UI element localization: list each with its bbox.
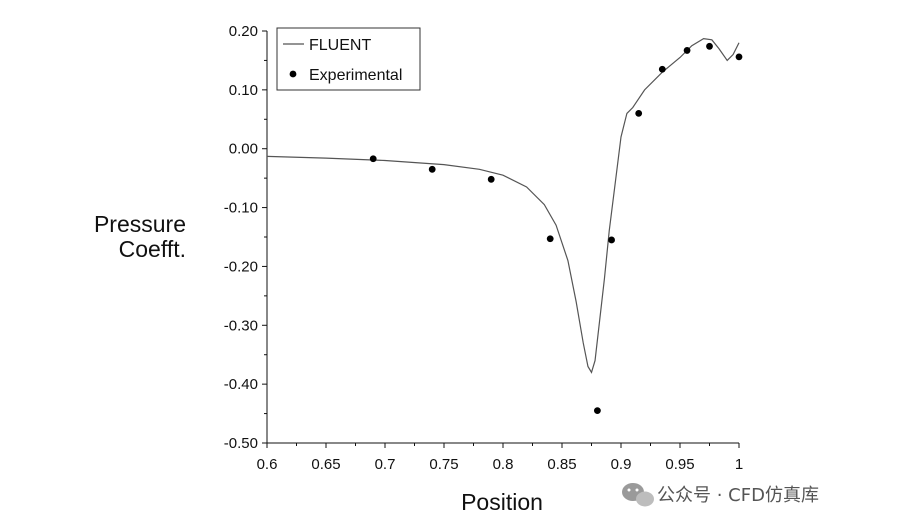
watermark-text: 公众号 · CFD仿真库 (657, 485, 819, 506)
experimental-point (594, 407, 601, 415)
series-markers-experimental (369, 42, 743, 415)
y-axis-title-line2: Coefft. (119, 236, 186, 262)
x-axis-title: Position (461, 489, 543, 515)
x-tick-label: 0.9 (611, 456, 632, 473)
y-axis-title-line1: Pressure (94, 211, 186, 237)
experimental-point (683, 47, 691, 54)
experimental-point (428, 165, 436, 173)
y-tick-label: -0.20 (224, 258, 258, 275)
experimental-point (487, 175, 495, 183)
legend-label-experimental: Experimental (309, 67, 402, 84)
series-line-fluent (266, 38, 740, 374)
legend-box (276, 27, 421, 91)
y-tick-label: -0.10 (224, 200, 258, 217)
y-tick-label: -0.50 (224, 435, 258, 452)
experimental-point (635, 110, 643, 117)
legend-label-fluent: FLUENT (309, 37, 371, 54)
y-tick-label: 0.00 (229, 141, 258, 158)
x-tick-label: 0.7 (375, 456, 396, 473)
legend: FLUENT Experimental (276, 27, 421, 91)
y-axis-ticks: 0.20 0.10 0.00 -0.10 -0.20 -0.30 -0.40 -0.50 (224, 23, 267, 452)
x-tick-label: 0.95 (665, 456, 694, 473)
x-tick-label: 0.8 (493, 456, 514, 473)
x-tick-label: 0.65 (311, 456, 340, 473)
experimental-point (658, 65, 666, 73)
x-tick-label: 0.6 (257, 456, 278, 473)
experimental-point (369, 155, 377, 163)
watermark: 公众号 · CFD仿真库 (622, 483, 819, 507)
x-tick-label: 0.75 (429, 456, 458, 473)
y-tick-label: 0.20 (229, 23, 258, 40)
y-tick-label: -0.40 (224, 376, 258, 393)
experimental-point (608, 236, 615, 244)
experimental-point (546, 235, 554, 243)
wechat-icon (622, 483, 654, 507)
y-tick-label: -0.30 (224, 317, 258, 334)
legend-swatch-experimental (289, 70, 297, 78)
x-tick-label: 1 (735, 456, 743, 473)
experimental-point (706, 42, 713, 50)
experimental-point (735, 53, 743, 61)
x-axis-ticks: 0.6 0.65 0.7 0.75 0.8 0.85 0.9 0.95 1 (257, 443, 743, 473)
x-tick-label: 0.85 (547, 456, 576, 473)
y-tick-label: 0.10 (229, 82, 258, 99)
